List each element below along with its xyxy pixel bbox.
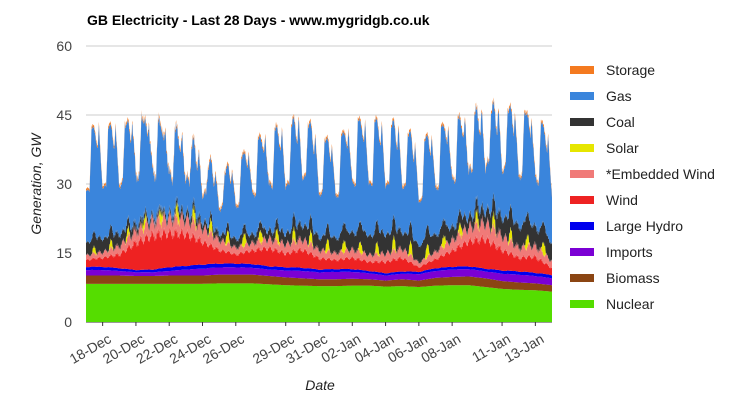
y-tick-label: 0 bbox=[64, 314, 72, 330]
y-tick-label: 15 bbox=[56, 245, 72, 261]
legend-label: Wind bbox=[606, 192, 638, 208]
area-biomass bbox=[86, 274, 552, 292]
legend-item-storage: Storage bbox=[570, 57, 740, 83]
legend-label: Solar bbox=[606, 140, 639, 156]
legend-swatch bbox=[570, 66, 594, 74]
legend-swatch bbox=[570, 170, 594, 178]
legend-label: Nuclear bbox=[606, 296, 655, 312]
y-tick-label: 60 bbox=[56, 38, 72, 54]
legend-item-biomass: Biomass bbox=[570, 265, 740, 291]
legend-label: Gas bbox=[606, 88, 632, 104]
legend-swatch bbox=[570, 118, 594, 126]
legend-swatch bbox=[570, 222, 594, 230]
legend-swatch bbox=[570, 274, 594, 282]
legend: Storage Gas Coal Solar *Embedded Wind Wind Lar… bbox=[570, 57, 740, 317]
area-embedded-wind bbox=[86, 209, 552, 269]
legend-swatch bbox=[570, 300, 594, 308]
area-large-hydro bbox=[86, 263, 552, 279]
legend-item-imports: Imports bbox=[570, 239, 740, 265]
y-tick-label: 45 bbox=[56, 107, 72, 123]
legend-item-solar: Solar bbox=[570, 135, 740, 161]
area-nuclear bbox=[86, 283, 552, 322]
legend-item-embedded-wind: *Embedded Wind bbox=[570, 161, 740, 187]
legend-label: Large Hydro bbox=[606, 218, 684, 234]
legend-label: Storage bbox=[606, 62, 656, 78]
y-tick-label: 30 bbox=[56, 176, 72, 192]
area-gas bbox=[86, 99, 552, 248]
legend-item-gas: Gas bbox=[570, 83, 740, 109]
legend-item-large-hydro: Large Hydro bbox=[570, 213, 740, 239]
legend-label: *Embedded Wind bbox=[606, 166, 715, 182]
legend-item-wind: Wind bbox=[570, 187, 740, 213]
legend-label: Biomass bbox=[606, 270, 660, 286]
area-coal bbox=[86, 192, 552, 264]
area-imports bbox=[86, 267, 552, 286]
legend-swatch bbox=[570, 196, 594, 204]
area-wind bbox=[86, 226, 552, 276]
legend-label: Coal bbox=[606, 114, 635, 130]
legend-swatch bbox=[570, 92, 594, 100]
legend-label: Imports bbox=[606, 244, 653, 260]
legend-item-coal: Coal bbox=[570, 109, 740, 135]
chart-title: GB Electricity - Last 28 Days - www.mygr… bbox=[87, 12, 430, 28]
x-axis-label: Date bbox=[305, 377, 335, 393]
legend-item-nuclear: Nuclear bbox=[570, 291, 740, 317]
legend-swatch bbox=[570, 144, 594, 152]
legend-swatch bbox=[570, 248, 594, 256]
